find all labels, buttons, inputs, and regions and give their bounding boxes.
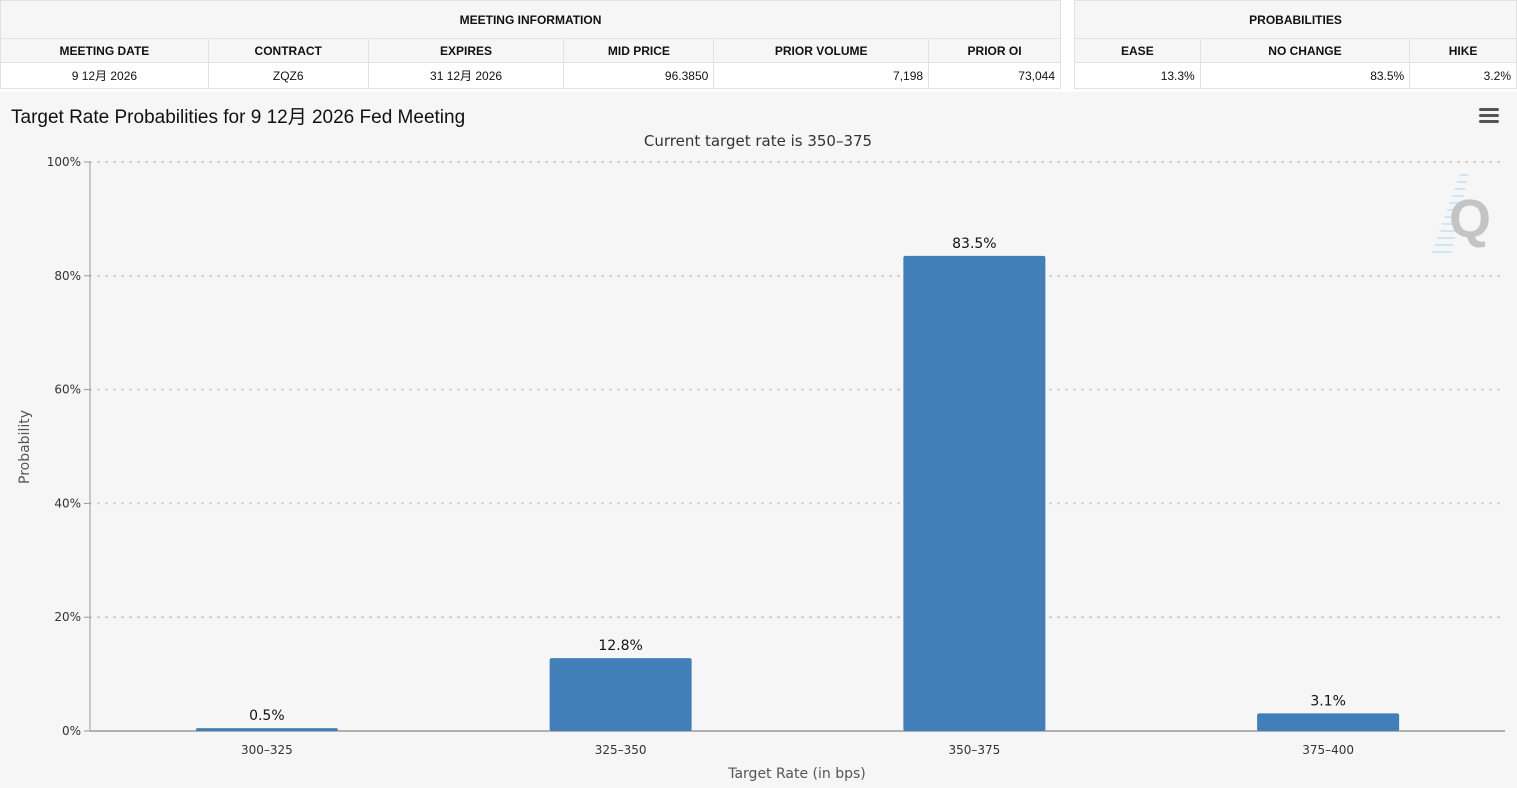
- x-tick-label: 375–400: [1302, 743, 1354, 757]
- y-tick-label: 20%: [54, 610, 81, 624]
- contract-cell: ZQZ6: [207, 62, 369, 89]
- meeting-info-table: MEETING INFORMATION MEETING DATE CONTRAC…: [0, 0, 1061, 89]
- col-expires: EXPIRES: [367, 38, 565, 63]
- ease-cell: 13.3%: [1074, 62, 1201, 89]
- col-no-change: NO CHANGE: [1199, 38, 1411, 63]
- bar: [1257, 713, 1400, 731]
- data-label: 12.8%: [598, 638, 642, 654]
- bar: [195, 728, 338, 731]
- watermark-logo: Q: [1449, 189, 1491, 249]
- col-contract: CONTRACT: [207, 38, 369, 63]
- data-label: 3.1%: [1310, 693, 1346, 709]
- bar: [549, 658, 692, 731]
- chart-container: Q Current target rate is 350–375 0% 20% 40% 6…: [0, 92, 1517, 788]
- y-tick-label: 40%: [54, 496, 81, 510]
- no-change-cell: 83.5%: [1199, 62, 1411, 89]
- x-tick-label: 300–325: [241, 743, 293, 757]
- expires-cell: 31 12月 2026: [367, 62, 565, 89]
- chart-subtitle: Current target rate is 350–375: [644, 132, 872, 150]
- col-mid-price: MID PRICE: [563, 38, 715, 63]
- meeting-date-cell: 9 12月 2026: [0, 62, 209, 89]
- hamburger-menu-icon[interactable]: [1479, 108, 1499, 124]
- bar: [903, 255, 1046, 731]
- col-ease: EASE: [1074, 38, 1201, 63]
- probabilities-table: PROBABILITIES EASE NO CHANGE HIKE 13.3% …: [1074, 0, 1517, 89]
- probabilities-header: PROBABILITIES: [1074, 0, 1517, 39]
- hike-cell: 3.2%: [1409, 62, 1517, 89]
- data-label: 83.5%: [952, 236, 996, 252]
- col-prior-volume: PRIOR VOLUME: [713, 38, 930, 63]
- y-tick-label: 100%: [47, 155, 81, 169]
- col-prior-oi: PRIOR OI: [928, 38, 1061, 63]
- table-row: 9 12月 2026 ZQZ6 31 12月 2026 96.3850 7,19…: [0, 62, 1061, 89]
- y-tick-label: 0%: [62, 724, 81, 738]
- y-tick-label: 60%: [54, 383, 81, 397]
- y-tick-label: 80%: [54, 269, 81, 283]
- bar-chart: Q Current target rate is 350–375 0% 20% 40% 6…: [17, 132, 1506, 782]
- col-meeting-date: MEETING DATE: [0, 38, 209, 63]
- y-axis-title: Probability: [17, 410, 33, 484]
- x-axis-title: Target Rate (in bps): [727, 766, 866, 782]
- meeting-info-header: MEETING INFORMATION: [0, 0, 1061, 39]
- data-label: 0.5%: [249, 708, 285, 724]
- x-tick-label: 350–375: [948, 743, 1000, 757]
- x-tick-label: 325–350: [595, 743, 647, 757]
- table-row: 13.3% 83.5% 3.2%: [1074, 62, 1517, 89]
- prior-volume-cell: 7,198: [713, 62, 930, 89]
- prior-oi-cell: 73,044: [928, 62, 1061, 89]
- col-hike: HIKE: [1409, 38, 1517, 63]
- mid-price-cell: 96.3850: [563, 62, 715, 89]
- chart-title: Target Rate Probabilities for 9 12月 2026…: [11, 107, 466, 128]
